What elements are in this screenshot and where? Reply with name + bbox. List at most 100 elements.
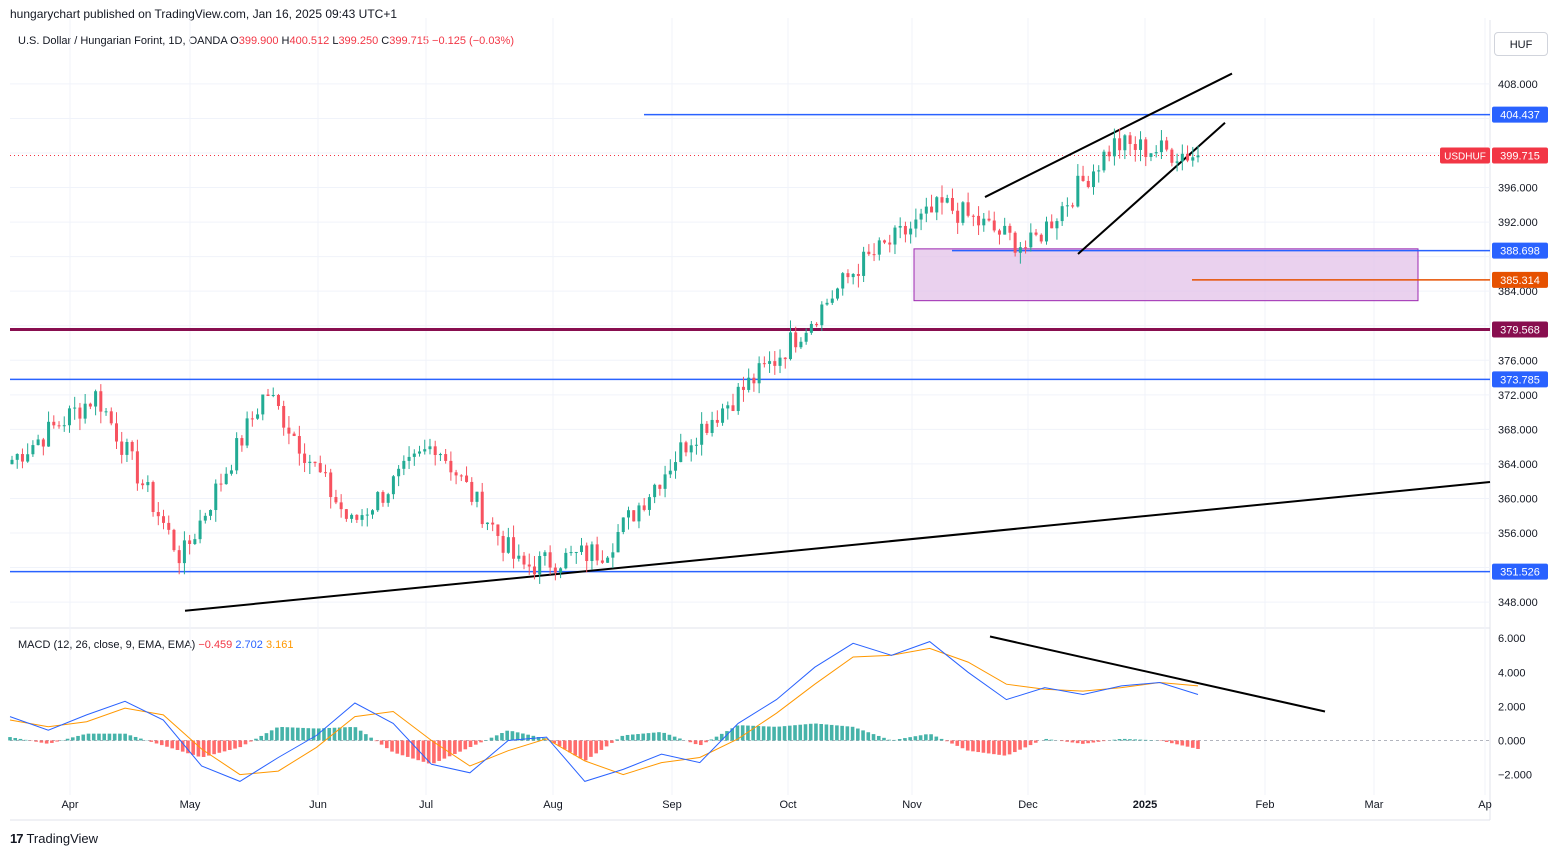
candle-body — [271, 394, 275, 396]
candle-body — [1024, 247, 1028, 249]
macd-histogram-bar — [290, 727, 295, 741]
candle-body — [83, 403, 87, 419]
macd-histogram-bar — [123, 733, 127, 741]
candle-body — [961, 202, 965, 223]
price-level-tag — [1492, 563, 1548, 580]
macd-histogram-bar — [1070, 740, 1075, 743]
candle-body — [99, 391, 103, 412]
macd-histogram-bar — [892, 739, 897, 741]
macd-histogram-bar — [473, 740, 478, 745]
macd-histogram-bar — [1185, 740, 1190, 747]
candle-body — [465, 475, 469, 482]
macd-histogram-bar — [102, 733, 107, 741]
candle-body — [527, 564, 531, 567]
candle-body — [950, 197, 954, 211]
macd-histogram-bar — [1175, 740, 1179, 745]
time-tick-label: Feb — [1256, 799, 1275, 811]
candle-body — [977, 215, 981, 226]
macd-histogram-bar — [400, 740, 405, 756]
candle-body — [88, 403, 92, 407]
macd-histogram-bar — [133, 736, 138, 741]
tradingview-brand[interactable]: 17 TradingView — [10, 831, 98, 846]
candle-body — [250, 418, 254, 420]
candle-body — [78, 407, 82, 419]
candle-body — [1018, 247, 1022, 253]
macd-histogram-bar — [348, 727, 352, 741]
candle-body — [10, 459, 14, 465]
macd-histogram-bar — [311, 728, 316, 741]
macd-histogram-bar — [8, 737, 12, 741]
candle-body — [783, 357, 787, 360]
candle-body — [454, 472, 458, 476]
macd-histogram-bar — [599, 740, 604, 750]
macd-histogram-bar — [913, 736, 918, 741]
currency-button[interactable]: HUF — [1494, 32, 1548, 56]
candle-body — [188, 540, 192, 544]
candle-body — [574, 551, 578, 553]
candle-body — [386, 494, 390, 503]
candle-body — [114, 423, 118, 442]
candle-body — [313, 461, 317, 464]
candle-body — [36, 439, 40, 446]
candle-body — [1029, 232, 1033, 248]
macd-histogram-bar — [641, 733, 646, 741]
candle-body — [653, 484, 657, 498]
macd-histogram-bar — [463, 740, 468, 750]
price-tick-label: 392.000 — [1498, 217, 1538, 229]
macd-histogram-bar — [772, 726, 776, 741]
candle-body — [877, 240, 881, 255]
macd-histogram-bar — [285, 727, 290, 741]
time-tick-label: Sep — [662, 799, 682, 811]
candle-body — [768, 361, 772, 364]
macd-histogram-bar — [369, 737, 373, 741]
macd-histogram-bar — [992, 740, 996, 755]
candle-body — [747, 377, 751, 390]
candle-body — [595, 544, 599, 561]
candle-body — [1050, 221, 1054, 229]
candle-body — [235, 438, 239, 471]
candle-body — [433, 446, 437, 456]
candle-body — [1154, 152, 1158, 154]
trendline — [1077, 122, 1226, 255]
macd-histogram-bar — [405, 740, 410, 757]
candle-body — [935, 197, 939, 213]
time-tick-label: Aug — [543, 799, 563, 811]
candle-body — [496, 524, 500, 536]
candle-body — [1159, 140, 1163, 153]
candle-body — [1013, 232, 1017, 253]
candle-body — [841, 273, 845, 289]
macd-histogram-bar — [1007, 740, 1012, 755]
macd-histogram-bar — [672, 736, 677, 741]
candle-body — [381, 492, 385, 503]
candle-body — [637, 505, 641, 522]
candle-body — [700, 423, 704, 445]
candle-body — [177, 550, 181, 564]
candle-body — [245, 418, 249, 446]
price-level-label: 388.698 — [1500, 246, 1540, 258]
legend-open-label: O — [230, 35, 239, 47]
legend-close-label: C — [381, 35, 390, 47]
candle-body — [679, 442, 683, 463]
macd-histogram-bar — [23, 739, 28, 741]
macd-divergence-trendline — [989, 635, 1326, 713]
macd-histogram-bar — [259, 735, 264, 741]
macd-histogram-bar — [81, 734, 86, 741]
candle-body — [224, 473, 228, 485]
candle-body — [825, 302, 829, 305]
candle-body — [569, 552, 573, 554]
macd-histogram-bar — [327, 727, 332, 741]
candle-body — [548, 552, 552, 568]
candle-body — [1076, 175, 1080, 207]
macd-histogram-bar — [981, 740, 986, 753]
candle-body — [564, 552, 568, 569]
candle-body — [1165, 140, 1169, 150]
macd-histogram-bar — [175, 740, 180, 750]
macd-histogram-bar — [1096, 740, 1101, 742]
macd-histogram-bar — [337, 727, 342, 741]
legend-low-value: 399.250 — [338, 35, 379, 47]
macd-histogram-bar — [1002, 740, 1007, 756]
macd-histogram-bar — [128, 735, 133, 741]
macd-histogram-bar — [814, 723, 818, 741]
candle-body — [1003, 225, 1007, 235]
